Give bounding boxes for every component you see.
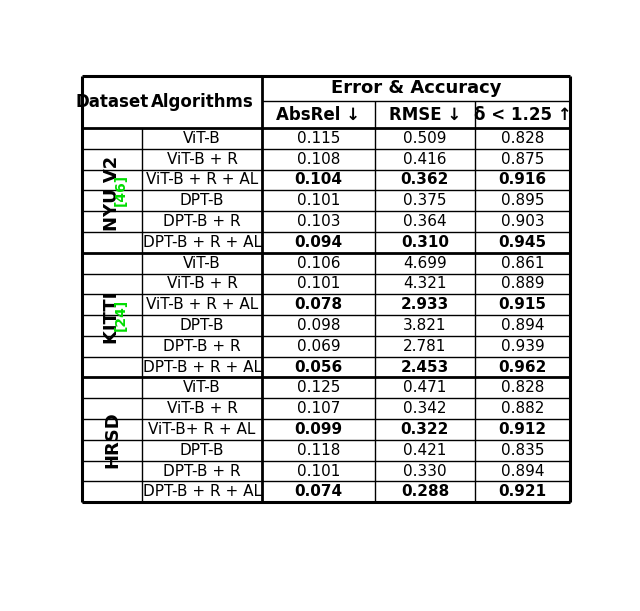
Text: 2.933: 2.933 [401,297,449,312]
Text: 0.912: 0.912 [499,422,547,437]
Text: 0.828: 0.828 [501,131,544,146]
Text: 0.330: 0.330 [403,464,447,478]
Text: 0.362: 0.362 [401,172,449,188]
Text: 0.069: 0.069 [296,338,340,354]
Text: KITTI: KITTI [103,286,121,345]
Text: 0.101: 0.101 [296,193,340,208]
Text: 0.894: 0.894 [500,464,544,478]
Text: DPT-B: DPT-B [180,318,224,333]
Text: ViT-B + R: ViT-B + R [166,152,237,167]
Text: ViT-B+ R + AL: ViT-B+ R + AL [148,422,256,437]
Text: DPT-B + R + AL: DPT-B + R + AL [143,235,262,250]
Text: RMSE ↓: RMSE ↓ [388,106,461,123]
Text: Algorithms: Algorithms [150,93,253,111]
Text: 0.416: 0.416 [403,152,447,167]
Text: 0.509: 0.509 [403,131,447,146]
Text: 0.118: 0.118 [296,443,340,458]
Text: NYU V2: NYU V2 [103,150,121,231]
Text: HRSD: HRSD [103,411,121,468]
Text: 0.903: 0.903 [500,214,545,229]
Text: 4.699: 4.699 [403,255,447,271]
Text: AbsRel ↓: AbsRel ↓ [276,106,360,123]
Text: 0.895: 0.895 [500,193,544,208]
Text: 0.101: 0.101 [296,276,340,291]
Text: 0.889: 0.889 [500,276,544,291]
Text: Dataset: Dataset [76,93,148,111]
Text: 0.945: 0.945 [499,235,547,250]
Text: 0.104: 0.104 [294,172,342,188]
Text: 0.916: 0.916 [499,172,547,188]
Text: ViT-B + R + AL: ViT-B + R + AL [146,172,258,188]
Text: DPT-B + R: DPT-B + R [163,214,241,229]
Text: ViT-B: ViT-B [183,255,221,271]
Text: 0.375: 0.375 [403,193,447,208]
Text: Error & Accuracy: Error & Accuracy [331,79,501,97]
Text: 0.288: 0.288 [401,485,449,499]
Text: 0.098: 0.098 [296,318,340,333]
Text: 0.074: 0.074 [294,485,342,499]
Text: 0.962: 0.962 [499,360,547,375]
Text: [24]: [24] [114,299,128,331]
Text: 0.125: 0.125 [296,381,340,395]
Text: 0.835: 0.835 [500,443,544,458]
Text: 0.342: 0.342 [403,401,447,416]
Text: 0.107: 0.107 [296,401,340,416]
Text: 0.861: 0.861 [500,255,544,271]
Text: 0.915: 0.915 [499,297,547,312]
Text: 0.056: 0.056 [294,360,342,375]
Text: 3.821: 3.821 [403,318,447,333]
Text: ViT-B + R + AL: ViT-B + R + AL [146,297,258,312]
Text: 0.108: 0.108 [296,152,340,167]
Text: ViT-B + R: ViT-B + R [166,401,237,416]
Text: 0.103: 0.103 [296,214,340,229]
Text: ViT-B + R: ViT-B + R [166,276,237,291]
Text: 0.101: 0.101 [296,464,340,478]
Text: 0.322: 0.322 [401,422,449,437]
Text: DPT-B + R + AL: DPT-B + R + AL [143,360,262,375]
Text: 0.078: 0.078 [294,297,342,312]
Text: 0.364: 0.364 [403,214,447,229]
Text: 0.921: 0.921 [499,485,547,499]
Text: 2.781: 2.781 [403,338,447,354]
Text: 2.453: 2.453 [401,360,449,375]
Text: 0.471: 0.471 [403,381,447,395]
Text: DPT-B + R: DPT-B + R [163,338,241,354]
Text: [46]: [46] [114,174,128,207]
Text: 0.882: 0.882 [501,401,544,416]
Text: 0.421: 0.421 [403,443,447,458]
Text: 0.106: 0.106 [296,255,340,271]
Text: 0.894: 0.894 [500,318,544,333]
Text: DPT-B + R: DPT-B + R [163,464,241,478]
Text: DPT-B: DPT-B [180,443,224,458]
Text: 4.321: 4.321 [403,276,447,291]
Text: 0.115: 0.115 [296,131,340,146]
Text: DPT-B: DPT-B [180,193,224,208]
Text: 0.939: 0.939 [500,338,545,354]
Text: δ < 1.25 ↑: δ < 1.25 ↑ [474,106,572,123]
Text: 0.099: 0.099 [294,422,342,437]
Text: ViT-B: ViT-B [183,131,221,146]
Text: 0.310: 0.310 [401,235,449,250]
Text: DPT-B + R + AL: DPT-B + R + AL [143,485,262,499]
Text: 0.094: 0.094 [294,235,342,250]
Text: 0.828: 0.828 [501,381,544,395]
Text: ViT-B: ViT-B [183,381,221,395]
Text: 0.875: 0.875 [501,152,544,167]
